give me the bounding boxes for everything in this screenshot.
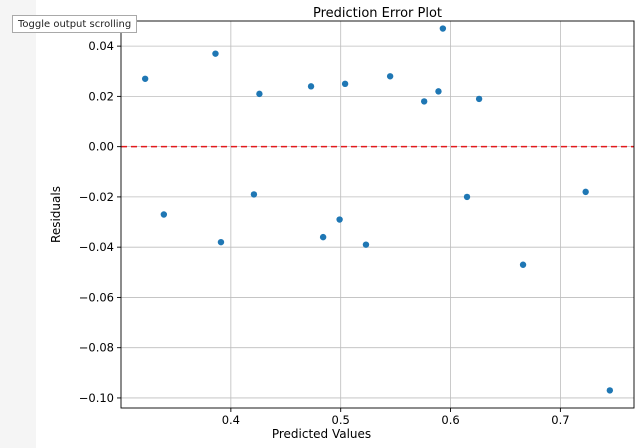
scatter-point bbox=[336, 216, 343, 223]
scatter-point bbox=[386, 73, 394, 80]
scatter-point bbox=[475, 95, 483, 103]
scatter-point bbox=[160, 211, 168, 218]
y-tick-label: −0.06 bbox=[79, 290, 114, 304]
scatter-point bbox=[250, 191, 258, 198]
scatter-point bbox=[256, 90, 263, 98]
scatter-point bbox=[141, 75, 149, 82]
chart-title: Prediction Error Plot bbox=[313, 6, 442, 21]
y-axis-label: Residuals bbox=[49, 186, 63, 243]
y-tick-label: −0.04 bbox=[79, 240, 114, 254]
y-tick-label: 0.04 bbox=[88, 39, 114, 53]
y-tick-label: −0.02 bbox=[79, 190, 114, 204]
scatter-point bbox=[319, 233, 327, 241]
x-tick-label: 0.5 bbox=[332, 413, 350, 427]
x-tick-label: 0.4 bbox=[222, 413, 240, 427]
x-tick-label: 0.7 bbox=[551, 413, 569, 427]
x-axis-label: Predicted Values bbox=[272, 427, 371, 441]
scatter-point bbox=[420, 98, 428, 105]
scatter-point bbox=[435, 88, 442, 95]
scatter-point bbox=[212, 50, 219, 57]
scatter-point bbox=[606, 387, 614, 394]
scatter-point bbox=[341, 80, 349, 88]
y-tick-label: 0.02 bbox=[88, 89, 114, 103]
scatter-point bbox=[307, 83, 315, 90]
scatter-point bbox=[519, 261, 527, 268]
plot-frame bbox=[120, 20, 635, 409]
scatter-point bbox=[582, 188, 589, 196]
scatter-point bbox=[439, 25, 447, 32]
toggle-output-scrolling-button[interactable]: Toggle output scrolling bbox=[12, 15, 138, 33]
scatter-point bbox=[217, 238, 225, 246]
y-tick-label: −0.08 bbox=[79, 341, 114, 355]
y-tick-label: 0.00 bbox=[88, 140, 114, 154]
x-tick-label: 0.6 bbox=[441, 413, 459, 427]
y-tick-label: −0.10 bbox=[79, 391, 114, 405]
cell-gutter bbox=[0, 0, 36, 448]
scatter-point bbox=[463, 193, 471, 201]
scatter-point bbox=[362, 241, 370, 248]
